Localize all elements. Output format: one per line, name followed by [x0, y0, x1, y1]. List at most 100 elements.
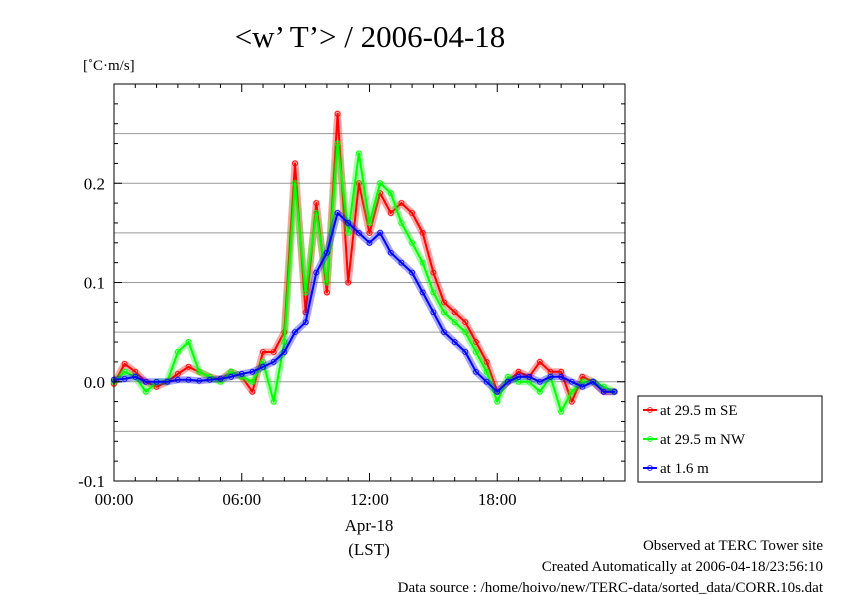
data-point	[398, 220, 405, 226]
data-point	[132, 373, 139, 380]
data-point	[334, 110, 341, 117]
data-point	[483, 358, 490, 365]
legend-marker	[647, 436, 653, 442]
data-point	[387, 210, 394, 216]
data-point	[536, 378, 543, 385]
data-point	[249, 378, 256, 385]
data-point	[451, 309, 458, 316]
data-point	[409, 239, 415, 246]
data-point	[462, 329, 469, 336]
data-point	[600, 388, 607, 395]
data-point	[536, 388, 543, 395]
series-line	[113, 112, 616, 403]
y-tick-label: 0.0	[84, 373, 105, 392]
data-point	[174, 349, 181, 355]
data-point	[558, 373, 565, 380]
data-point	[558, 408, 565, 415]
legend-box	[637, 395, 823, 483]
series-line	[113, 212, 616, 393]
chart-title: <w’ T’> / 2006-04-18	[235, 19, 506, 54]
legend-label: at 1.6 m	[660, 461, 709, 477]
data-point	[196, 377, 203, 384]
data-point	[526, 373, 533, 380]
data-point	[430, 269, 437, 276]
data-point	[504, 378, 511, 385]
data-point	[568, 378, 575, 385]
data-point	[270, 398, 277, 405]
data-point	[143, 378, 149, 385]
data-point	[387, 190, 394, 197]
legend-label: at 29.5 m NW	[660, 432, 746, 448]
data-point	[568, 388, 575, 395]
data-point	[260, 363, 266, 370]
data-point	[292, 329, 298, 336]
x-tick-label: 06:00	[222, 490, 261, 509]
data-point	[355, 150, 362, 157]
data-point	[590, 378, 596, 385]
data-point	[451, 339, 458, 345]
data-point	[270, 358, 277, 365]
legend-marker	[647, 407, 653, 413]
legend-marker	[647, 465, 653, 471]
data-point	[185, 363, 192, 370]
data-point	[302, 289, 309, 296]
data-point	[387, 249, 394, 256]
data-point	[419, 259, 426, 266]
data-point	[398, 200, 405, 207]
legend-entries: at 29.5 m SE at 29.5 m NW at 1.6 m	[643, 403, 746, 477]
y-tick-label: 0.1	[84, 274, 105, 293]
data-point	[355, 180, 362, 187]
data-point	[334, 140, 341, 147]
data-point	[377, 229, 384, 236]
data-point	[611, 388, 618, 395]
data-point	[292, 180, 298, 187]
data-point	[185, 339, 192, 345]
data-point	[143, 388, 149, 395]
data-point	[494, 388, 501, 395]
data-point	[196, 368, 203, 375]
data-point	[419, 229, 426, 236]
x-date-label: Apr-18	[345, 516, 394, 535]
data-point	[345, 279, 352, 286]
data-point	[430, 309, 437, 316]
data-point	[228, 373, 235, 380]
x-tick-label: 00:00	[95, 490, 134, 509]
data-point	[281, 339, 288, 345]
data-point	[409, 269, 415, 276]
data-point	[174, 370, 181, 377]
data-point	[249, 368, 256, 375]
data-point	[462, 319, 469, 326]
data-point	[377, 180, 384, 187]
y-axis-unit-label: [˚C·m/s]	[83, 58, 135, 74]
data-point	[430, 289, 437, 296]
data-point	[483, 378, 490, 385]
data-point	[121, 360, 128, 367]
data-point	[536, 358, 543, 365]
data-point	[579, 383, 586, 390]
legend-label: at 29.5 m SE	[660, 403, 738, 419]
data-point	[121, 375, 128, 382]
x-timezone-label: (LST)	[348, 540, 390, 559]
data-point	[313, 210, 320, 216]
data-point	[366, 239, 373, 246]
data-point	[398, 259, 405, 266]
y-axis-ticks: -0.1 0.0 0.1 0.2	[78, 83, 625, 491]
footer-created: Created Automatically at 2006-04-18/23:5…	[542, 559, 823, 575]
legend: at 29.5 m SE at 29.5 m NW at 1.6 m	[637, 395, 823, 483]
data-point	[451, 319, 458, 326]
data-point	[345, 229, 352, 236]
data-point	[473, 339, 479, 345]
data-point	[270, 349, 277, 355]
data-point	[515, 373, 522, 380]
series-3	[110, 209, 618, 396]
data-point	[174, 376, 181, 383]
data-point	[441, 309, 447, 316]
data-point	[206, 376, 213, 383]
data-point	[302, 319, 309, 326]
data-point	[164, 378, 171, 385]
data-point	[547, 373, 554, 380]
data-point	[568, 398, 575, 405]
series-lines	[110, 110, 618, 415]
